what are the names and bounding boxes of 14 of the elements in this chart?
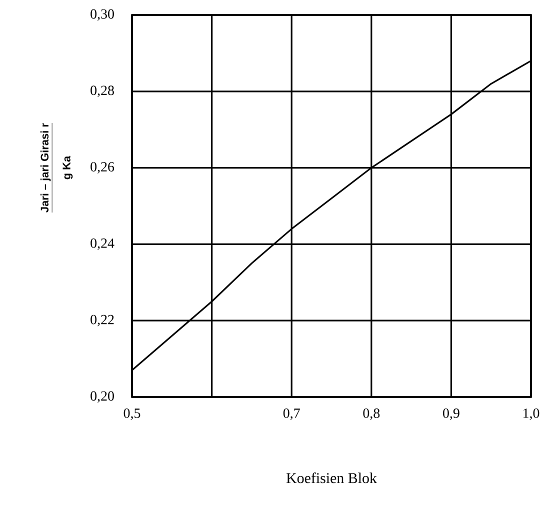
- x-tick-label: 1,0: [524, 408, 540, 420]
- x-tick-label: 0,9: [443, 408, 460, 420]
- y-tick-label: 0,20: [90, 391, 114, 403]
- text: g Ka: [62, 156, 73, 180]
- y-tick-label: 0,24: [90, 238, 114, 250]
- x-axis-title: Koefisien Blok: [286, 472, 377, 484]
- y-tick-label: 0,22: [90, 314, 114, 326]
- y-tick-label: 0,28: [90, 86, 114, 98]
- x-tick-label: 0,7: [283, 408, 300, 420]
- y-tick-label: 0,26: [90, 162, 114, 174]
- x-tick-label: 0,5: [124, 408, 140, 420]
- y-axis-title: Jari – jari Girasi r: [40, 123, 51, 212]
- x-tick-label: 0,8: [363, 408, 380, 420]
- y-tick-label: 0,30: [90, 9, 114, 21]
